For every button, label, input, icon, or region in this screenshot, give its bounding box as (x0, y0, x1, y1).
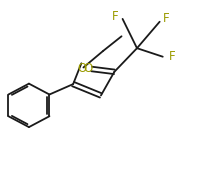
Text: F: F (111, 10, 118, 22)
Text: F: F (169, 50, 175, 63)
Text: O: O (83, 62, 92, 75)
Text: O: O (77, 63, 87, 75)
Text: F: F (163, 12, 169, 25)
